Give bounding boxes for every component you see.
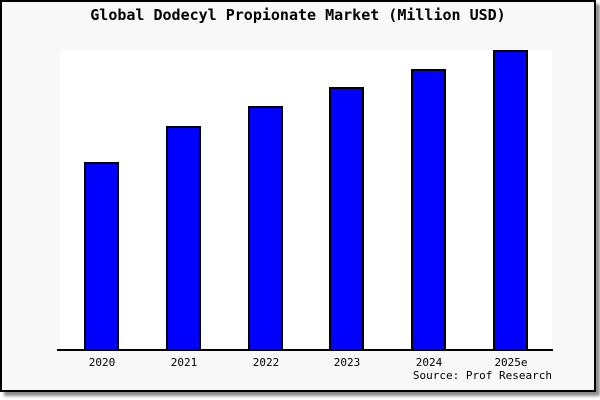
bar-2024 xyxy=(411,69,446,351)
x-tick-label-2023: 2023 xyxy=(333,356,361,369)
source-note: Source: Prof Research xyxy=(412,369,552,382)
x-tick-label-2025e: 2025e xyxy=(494,356,528,369)
bar-2023 xyxy=(329,87,364,351)
bar-2020 xyxy=(84,162,119,351)
bar-2022 xyxy=(248,106,283,351)
x-tick-label-2020: 2020 xyxy=(88,356,116,369)
x-tick-label-2024: 2024 xyxy=(415,356,443,369)
bar-2021 xyxy=(166,126,201,351)
x-axis-line xyxy=(57,349,553,351)
chart-title: Global Dodecyl Propionate Market (Millio… xyxy=(90,6,506,24)
x-tick-label-2021: 2021 xyxy=(170,356,198,369)
x-tick-label-2022: 2022 xyxy=(252,356,280,369)
plot-area xyxy=(60,50,552,351)
bar-2025e xyxy=(493,50,528,351)
